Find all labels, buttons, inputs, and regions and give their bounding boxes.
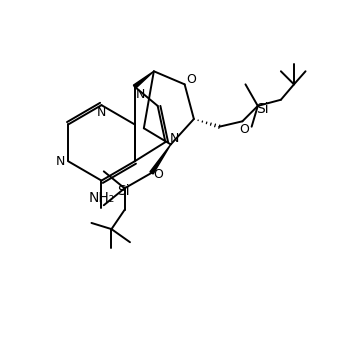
Text: Si: Si xyxy=(256,102,269,116)
Text: Si: Si xyxy=(117,184,129,198)
Text: N: N xyxy=(170,132,179,145)
Text: N: N xyxy=(97,106,106,119)
Polygon shape xyxy=(150,145,171,174)
Text: O: O xyxy=(239,122,249,135)
Text: O: O xyxy=(154,168,163,181)
Text: NH₂: NH₂ xyxy=(88,190,115,204)
Polygon shape xyxy=(133,71,154,88)
Text: N: N xyxy=(56,155,66,168)
Text: N: N xyxy=(136,88,145,101)
Text: O: O xyxy=(187,73,197,86)
